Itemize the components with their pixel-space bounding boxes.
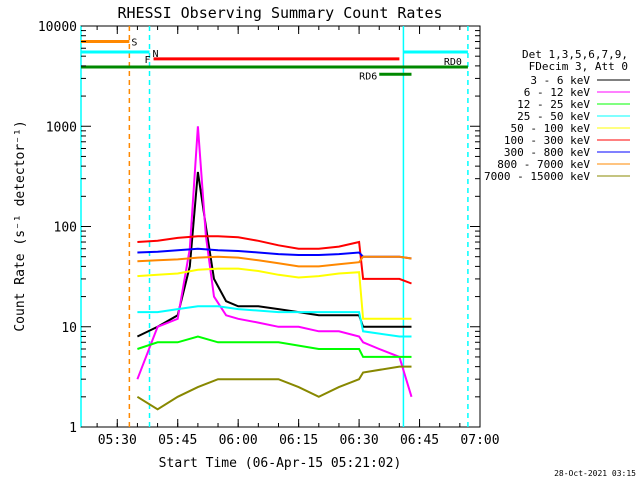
y-axis-ticks: 1 10 100 1000 10000 bbox=[38, 20, 480, 436]
plot-frame bbox=[80, 25, 481, 428]
flag-label: N bbox=[153, 49, 159, 60]
legend-entry-label: 3 - 6 keV bbox=[530, 74, 590, 87]
flag-label: RD0 bbox=[444, 57, 462, 68]
vertical-markers bbox=[80, 26, 469, 427]
legend-header: Det 1,3,5,6,7,9, bbox=[522, 48, 628, 61]
x-tick-label: 07:00 bbox=[460, 433, 499, 448]
x-tick-label: 05:30 bbox=[98, 433, 137, 448]
y-tick-label: 1 bbox=[69, 421, 77, 436]
legend-entry-label: 25 - 50 keV bbox=[517, 110, 590, 123]
series-line bbox=[137, 305, 412, 338]
flag-label: RD6 bbox=[359, 71, 377, 82]
x-tick-label: 06:30 bbox=[340, 433, 379, 448]
series-line bbox=[136, 365, 412, 411]
series-lines bbox=[136, 126, 413, 411]
series-line bbox=[137, 267, 412, 320]
legend-entry-label: 12 - 25 keV bbox=[517, 98, 590, 111]
timestamp: 28-Oct-2021 03:15 bbox=[554, 469, 636, 478]
legend-entry-label: 50 - 100 keV bbox=[511, 122, 591, 135]
y-tick-label: 1000 bbox=[46, 120, 77, 135]
x-tick-label: 06:15 bbox=[279, 433, 318, 448]
legend: Det 1,3,5,6,7,9,FDecim 3, Att 03 - 6 keV… bbox=[484, 48, 630, 183]
x-axis-label: Start Time (06-Apr-15 05:21:02) bbox=[159, 456, 402, 471]
flag-bars: S NF RD0 RD6 bbox=[81, 38, 468, 82]
legend-entry-label: 100 - 300 keV bbox=[504, 134, 590, 147]
legend-header: FDecim 3, Att 0 bbox=[529, 60, 628, 73]
series-line bbox=[137, 235, 412, 285]
chart-title: RHESSI Observing Summary Count Rates bbox=[117, 4, 442, 22]
y-tick-label: 100 bbox=[54, 221, 77, 236]
flag-label: F bbox=[145, 55, 151, 66]
flag-label: S bbox=[131, 38, 137, 49]
x-axis-ticks: 05:30 05:45 06:00 06:15 06:30 06:45 07:00 bbox=[96, 26, 500, 448]
x-tick-label: 06:45 bbox=[400, 433, 439, 448]
legend-entry-label: 7000 - 15000 keV bbox=[484, 170, 590, 183]
legend-entry-label: 800 - 7000 keV bbox=[497, 158, 590, 171]
series-line bbox=[137, 247, 412, 260]
legend-entry-label: 6 - 12 keV bbox=[524, 86, 591, 99]
legend-entry-label: 300 - 800 keV bbox=[504, 146, 590, 159]
y-axis-label: Count Rate (s⁻¹ detector⁻¹) bbox=[13, 120, 28, 331]
series-line bbox=[137, 255, 412, 268]
x-tick-label: 06:00 bbox=[219, 433, 258, 448]
x-tick-label: 05:45 bbox=[158, 433, 197, 448]
series-line bbox=[137, 335, 412, 358]
y-tick-label: 10000 bbox=[38, 20, 77, 35]
y-tick-label: 10 bbox=[61, 321, 77, 336]
